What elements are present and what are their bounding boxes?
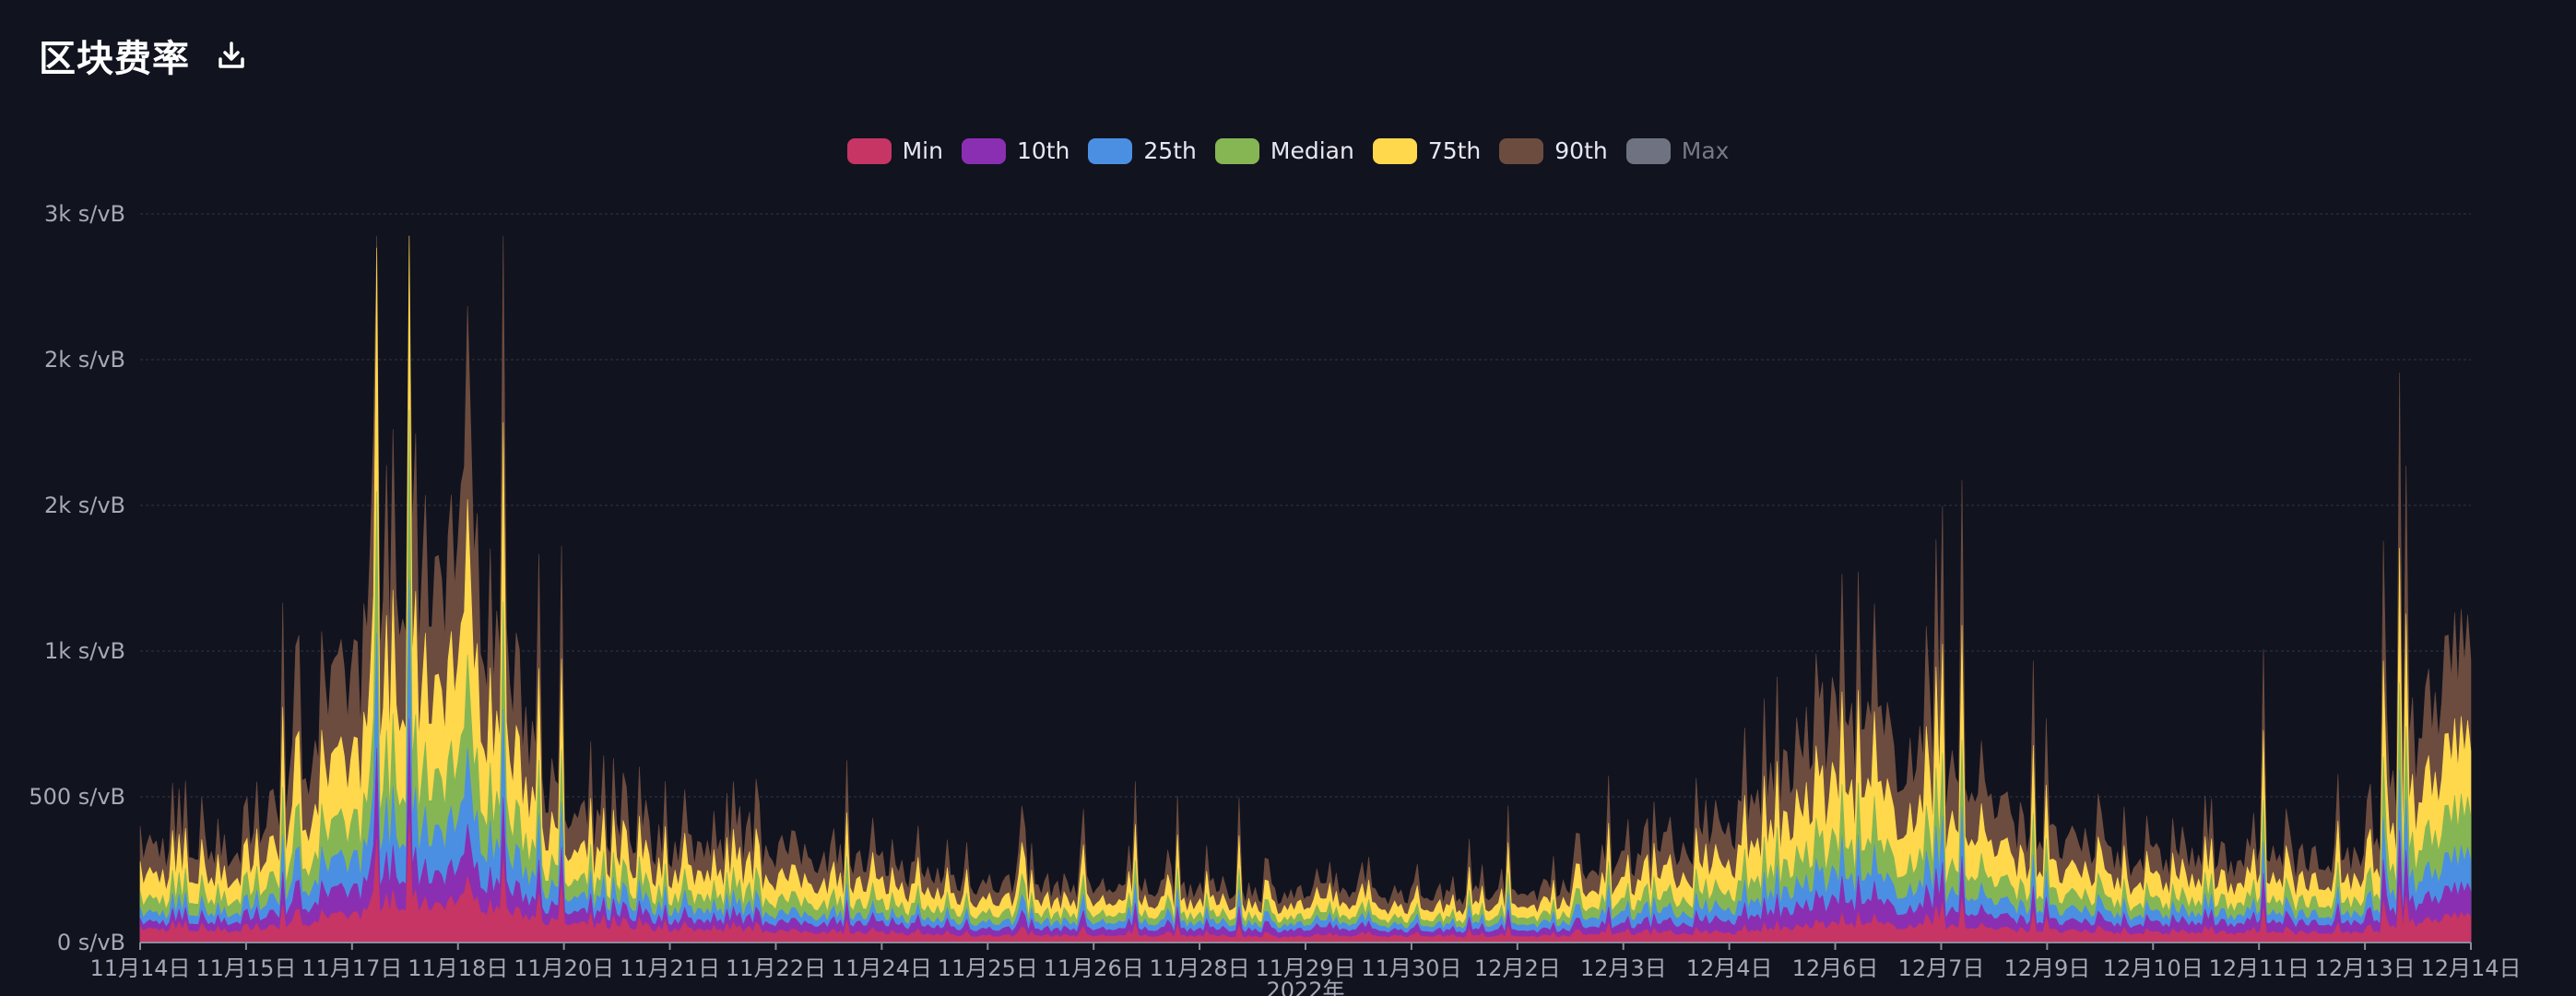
title-row: 区块费率 xyxy=(39,28,249,83)
x-tick-label: 12月10日 xyxy=(2103,955,2204,981)
x-tick-label: 11月14日 xyxy=(89,955,190,981)
x-tick-label: 11月18日 xyxy=(408,955,508,981)
legend-label: 75th xyxy=(1427,137,1482,164)
x-tick-label: 12月11日 xyxy=(2209,955,2310,981)
series-layer xyxy=(139,235,2472,943)
x-tick-label: 11月30日 xyxy=(1361,955,1461,981)
x-tick-label: 12月7日 xyxy=(1898,955,1985,981)
x-tick-label: 11月21日 xyxy=(620,955,720,981)
y-tick-label: 0 s/vB xyxy=(57,930,125,955)
legend-swatch xyxy=(961,138,1006,164)
legend-label: 90th xyxy=(1554,137,1608,164)
x-tick-label: 12月4日 xyxy=(1686,955,1773,981)
legend-label: Min xyxy=(902,137,943,164)
download-icon[interactable] xyxy=(214,38,249,73)
x-tick-label: 11月28日 xyxy=(1150,955,1250,981)
series-area-90th xyxy=(139,235,2472,943)
x-tick-label: 11月15日 xyxy=(195,955,296,981)
series-area-min xyxy=(139,820,2472,943)
x-tick-label: 12月3日 xyxy=(1580,955,1667,981)
x-tick-label: 12月6日 xyxy=(1792,955,1879,981)
legend-label: Max xyxy=(1681,137,1730,164)
legend-swatch xyxy=(1214,138,1259,164)
x-tick-label: 11月24日 xyxy=(832,955,932,981)
x-tick-label: 11月29日 xyxy=(1255,955,1355,981)
legend-label: 25th xyxy=(1143,137,1197,164)
axis-layer: 0 s/vB 500 s/vB 1k s/vB 2k s/vB 2k s/vB 3k s/… xyxy=(29,201,2521,996)
x-tick-label: 11月17日 xyxy=(301,955,402,981)
x-tick-label: 11月20日 xyxy=(514,955,614,981)
legend-label: Median xyxy=(1270,137,1354,164)
chart-legend: Min 10th 25th Median 75th 90th Max xyxy=(0,135,2576,168)
x-tick-label: 11月26日 xyxy=(1044,955,1144,981)
legend-item[interactable]: 10th xyxy=(961,135,1070,168)
legend-item[interactable]: Max xyxy=(1625,135,1730,168)
y-tick-label: 2k s/vB xyxy=(44,347,125,373)
y-tick-label: 500 s/vB xyxy=(29,784,125,810)
legend-swatch xyxy=(1625,138,1671,164)
legend-swatch xyxy=(846,138,892,164)
legend-swatch xyxy=(1088,138,1133,164)
y-tick-label: 2k s/vB xyxy=(44,492,125,518)
legend-item[interactable]: 90th xyxy=(1499,135,1608,168)
x-axis-title: 2022年 xyxy=(1266,978,1344,996)
chart-title: 区块费率 xyxy=(39,38,190,80)
x-tick-label: 12月9日 xyxy=(2003,955,2090,981)
legend-label: 10th xyxy=(1016,137,1070,164)
x-tick-label: 11月22日 xyxy=(726,955,826,981)
y-tick-label: 1k s/vB xyxy=(44,638,125,664)
x-tick-label: 12月2日 xyxy=(1474,955,1561,981)
legend-swatch xyxy=(1499,138,1544,164)
legend-item[interactable]: 25th xyxy=(1088,135,1197,168)
x-tick-label: 12月14日 xyxy=(2420,955,2521,981)
legend-item[interactable]: Median xyxy=(1214,135,1354,168)
legend-item[interactable]: 75th xyxy=(1372,135,1482,168)
x-tick-label: 11月25日 xyxy=(938,955,1038,981)
x-tick-label: 12月13日 xyxy=(2315,955,2416,981)
legend-item[interactable]: Min xyxy=(846,135,943,168)
legend-swatch xyxy=(1372,138,1417,164)
y-tick-label: 3k s/vB xyxy=(44,201,125,227)
download-icon-glyph xyxy=(219,42,244,68)
